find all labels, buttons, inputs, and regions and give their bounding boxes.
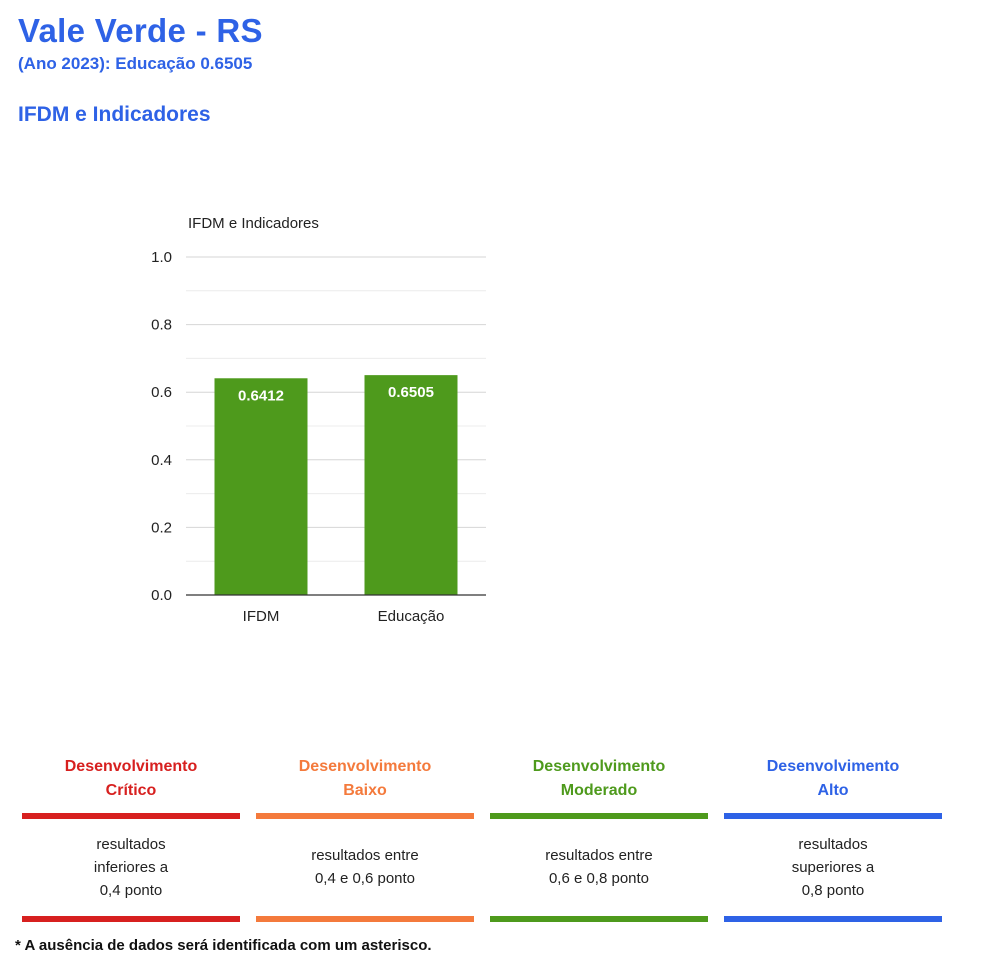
- legend-color-bar: [256, 813, 474, 819]
- legend-color-bar: [724, 916, 942, 922]
- legend-color-bar: [22, 916, 240, 922]
- page-title: Vale Verde - RS: [18, 12, 263, 49]
- bar: [214, 378, 308, 595]
- legend-color-bar: [490, 916, 708, 922]
- page-subtitle: (Ano 2023): Educação 0.6505: [18, 54, 253, 73]
- chart-title: IFDM e Indicadores: [188, 215, 319, 232]
- development-legend: Desenvolvimento Crítico resultados infer…: [22, 752, 942, 927]
- legend-title: Desenvolvimento Moderado: [532, 758, 666, 799]
- legend-item-critico: Desenvolvimento Crítico resultados infer…: [22, 752, 240, 924]
- legend-description: resultados inferiores a 0,4 ponto: [93, 835, 169, 899]
- legend-color-bar: [490, 813, 708, 819]
- legend-title: Desenvolvimento Alto: [766, 758, 900, 799]
- bar: [364, 375, 458, 595]
- legend-description: resultados superiores a 0,8 ponto: [791, 835, 875, 899]
- legend-color-bar: [256, 916, 474, 922]
- legend-item-baixo: Desenvolvimento Baixo resultados entre 0…: [256, 752, 474, 924]
- section-title: IFDM e Indicadores: [18, 103, 211, 126]
- legend-description: resultados entre 0,4 e 0,6 ponto: [311, 847, 419, 887]
- y-tick-label: 0.6: [151, 384, 172, 401]
- legend-item-moderado: Desenvolvimento Moderado resultados entr…: [490, 752, 708, 924]
- legend-description: resultados entre 0,6 e 0,8 ponto: [545, 847, 653, 887]
- data-label: 0.6505: [388, 384, 434, 401]
- legend-item-alto: Desenvolvimento Alto resultados superior…: [724, 752, 942, 924]
- legend-color-bar: [22, 813, 240, 819]
- data-label: 0.6412: [238, 387, 284, 404]
- y-tick-label: 0.8: [151, 317, 172, 334]
- x-tick-label: IFDM: [243, 608, 280, 625]
- x-tick-label: Educação: [378, 608, 445, 625]
- y-tick-label: 0.0: [151, 587, 172, 604]
- legend-color-bar: [724, 813, 942, 819]
- legend-title: Desenvolvimento Baixo: [298, 758, 432, 799]
- bar-chart: IFDM e Indicadores 0.0 0.2 0.4 0.6 0.8 1.0 0.64…: [151, 215, 486, 625]
- y-tick-label: 0.4: [151, 452, 172, 469]
- y-tick-label: 1.0: [151, 249, 172, 266]
- footnote: * A ausência de dados será identificada …: [15, 937, 432, 954]
- legend-title: Desenvolvimento Crítico: [64, 758, 198, 799]
- y-tick-label: 0.2: [151, 519, 172, 536]
